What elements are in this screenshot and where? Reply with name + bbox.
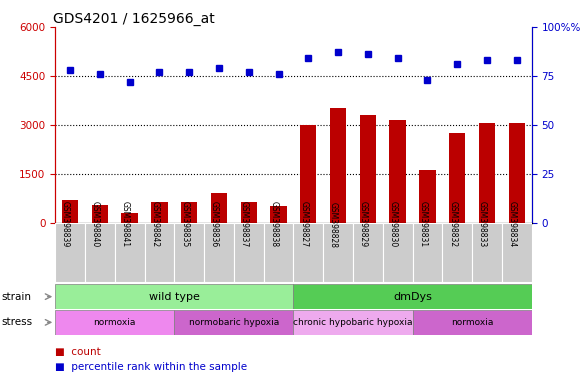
- Bar: [293, 284, 532, 309]
- Bar: [323, 223, 353, 282]
- Text: GSM398827: GSM398827: [299, 202, 309, 248]
- Bar: [145, 223, 174, 282]
- Text: GSM398835: GSM398835: [180, 201, 189, 248]
- Text: dmDys: dmDys: [393, 291, 432, 302]
- Text: GSM398832: GSM398832: [448, 202, 457, 248]
- Text: strain: strain: [2, 291, 32, 302]
- Text: wild type: wild type: [149, 291, 200, 302]
- Text: GDS4201 / 1625966_at: GDS4201 / 1625966_at: [53, 12, 214, 26]
- Bar: [115, 223, 145, 282]
- Bar: [55, 310, 174, 335]
- Bar: [204, 223, 234, 282]
- Bar: [181, 202, 198, 223]
- Bar: [360, 115, 376, 223]
- Text: GSM398842: GSM398842: [150, 202, 159, 248]
- Text: GSM398834: GSM398834: [508, 201, 517, 248]
- Bar: [234, 223, 264, 282]
- Bar: [151, 202, 167, 223]
- Bar: [55, 284, 293, 309]
- Bar: [442, 223, 472, 282]
- Text: GSM398841: GSM398841: [121, 202, 130, 248]
- Bar: [293, 223, 323, 282]
- Bar: [479, 123, 495, 223]
- Text: GSM398829: GSM398829: [359, 202, 368, 248]
- Text: GSM398830: GSM398830: [389, 201, 397, 248]
- Bar: [413, 310, 532, 335]
- Text: ■  count: ■ count: [55, 347, 101, 357]
- Bar: [241, 202, 257, 223]
- Text: GSM398838: GSM398838: [270, 202, 278, 248]
- Text: GSM398836: GSM398836: [210, 201, 219, 248]
- Text: chronic hypobaric hypoxia: chronic hypobaric hypoxia: [293, 318, 413, 327]
- Text: normobaric hypoxia: normobaric hypoxia: [189, 318, 279, 327]
- Text: normoxia: normoxia: [451, 318, 493, 327]
- Text: stress: stress: [2, 317, 33, 328]
- Bar: [270, 207, 286, 223]
- Bar: [62, 200, 78, 223]
- Text: GSM398831: GSM398831: [418, 202, 428, 248]
- Text: GSM398837: GSM398837: [240, 201, 249, 248]
- Text: GSM398833: GSM398833: [478, 201, 487, 248]
- Bar: [121, 213, 138, 223]
- Bar: [472, 223, 502, 282]
- Text: GSM398828: GSM398828: [329, 202, 338, 248]
- Bar: [413, 223, 442, 282]
- Bar: [92, 205, 108, 223]
- Bar: [419, 170, 436, 223]
- Text: GSM398840: GSM398840: [91, 201, 100, 248]
- Bar: [211, 194, 227, 223]
- Bar: [174, 223, 204, 282]
- Text: GSM398839: GSM398839: [61, 201, 70, 248]
- Bar: [508, 123, 525, 223]
- Bar: [353, 223, 383, 282]
- Bar: [389, 120, 406, 223]
- Bar: [85, 223, 115, 282]
- Bar: [293, 310, 413, 335]
- Text: ■  percentile rank within the sample: ■ percentile rank within the sample: [55, 362, 248, 372]
- Text: normoxia: normoxia: [94, 318, 136, 327]
- Bar: [383, 223, 413, 282]
- Bar: [449, 133, 465, 223]
- Bar: [330, 109, 346, 223]
- Bar: [55, 223, 85, 282]
- Bar: [264, 223, 293, 282]
- Bar: [502, 223, 532, 282]
- Bar: [174, 310, 293, 335]
- Bar: [300, 125, 317, 223]
